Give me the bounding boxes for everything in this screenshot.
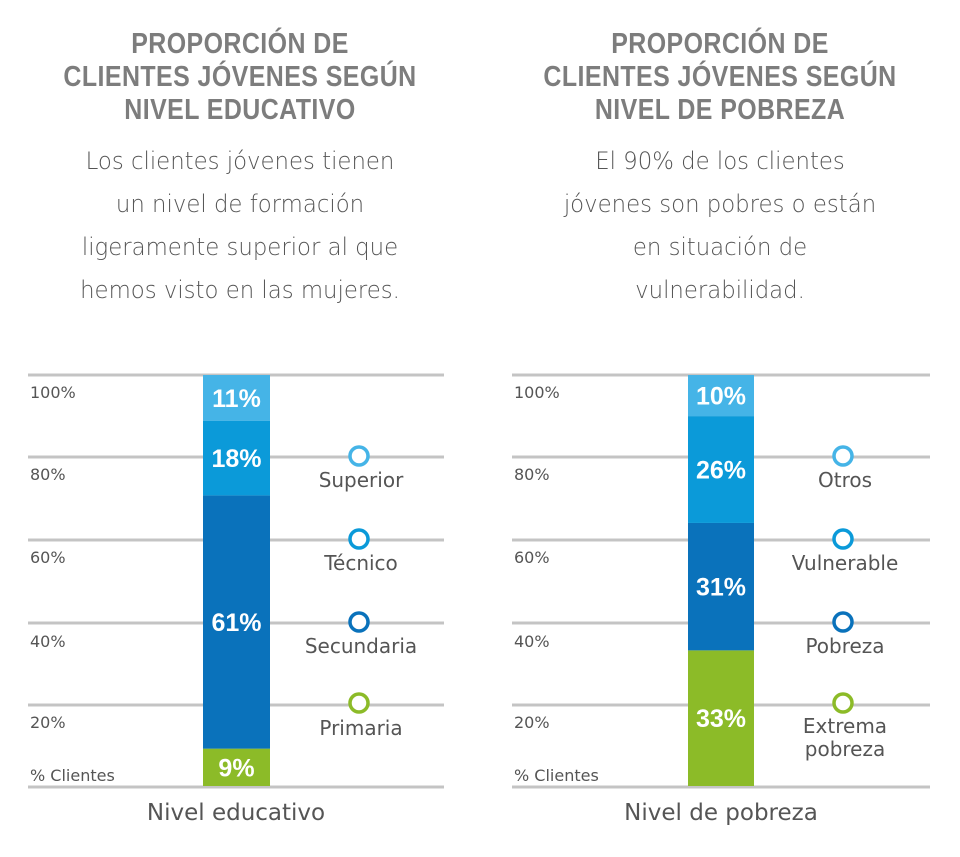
x-axis-label: Nivel de pobreza	[624, 800, 818, 826]
bar-segment	[203, 748, 270, 786]
bar-segment-label: 18%	[211, 445, 261, 473]
legend-marker	[832, 445, 854, 467]
bar-segment	[203, 420, 270, 496]
stacked-bar-chart: 100% 80% 60% 40% 20% % Clientes 9% Primaria 61% S…	[28, 373, 444, 826]
legend-label: Extrema	[803, 714, 887, 738]
legend-label: Técnico	[323, 551, 398, 575]
bar-segment	[203, 375, 270, 421]
chart-title-line: NIVEL EDUCATIVO	[124, 94, 356, 126]
chart-subtitle-line: vulnerabilidad.	[635, 276, 805, 304]
y-tick-label: 80%	[30, 465, 66, 484]
legend-marker	[832, 692, 854, 714]
y-tick-label: 60%	[514, 548, 550, 567]
chart-title-line: CLIENTES JÓVENES SEGÚN	[63, 61, 417, 93]
legend-marker	[348, 445, 370, 467]
bar-segment-label: 33%	[696, 705, 746, 733]
legend-label: Vulnerable	[792, 551, 899, 575]
chart-panel-educativo: PROPORCIÓN DE CLIENTES JÓVENES SEGÚN NIV…	[12, 28, 468, 826]
chart-subtitle-line: ligeramente superior al que	[81, 233, 399, 261]
x-axis-label: Nivel educativo	[147, 800, 325, 826]
y-tick-label: 20%	[30, 713, 66, 732]
chart-subtitle: Los clientes jóvenes tienen un nivel de …	[12, 140, 468, 312]
bar-segment-label: 9%	[218, 754, 254, 782]
y-axis-label: % Clientes	[30, 766, 115, 785]
chart-subtitle-line: un nivel de formación	[115, 190, 365, 218]
y-tick-label: 40%	[30, 632, 66, 651]
legend-marker	[348, 528, 370, 550]
legend-label: Primaria	[319, 716, 402, 740]
chart-title-line: PROPORCIÓN DE	[611, 28, 829, 60]
legend-label: Secundaria	[305, 634, 417, 658]
legend-label: Otros	[818, 468, 872, 492]
chart-title-line: PROPORCIÓN DE	[131, 28, 349, 60]
y-tick-label: 80%	[514, 465, 550, 484]
stacked-bar-chart: 100% 80% 60% 40% 20% % Clientes 33% Extremapobr…	[512, 373, 930, 826]
legend-marker	[348, 692, 370, 714]
chart-title: PROPORCIÓN DE CLIENTES JÓVENES SEGÚN NIV…	[34, 28, 447, 127]
bar-segment-label: 11%	[212, 385, 261, 413]
chart-title-line: CLIENTES JÓVENES SEGÚN	[543, 61, 897, 93]
chart-subtitle-line: hemos visto en las mujeres.	[80, 276, 400, 304]
legend-label: Superior	[319, 468, 404, 492]
y-axis-label: % Clientes	[514, 766, 599, 785]
chart-subtitle: El 90% de los clientes jóvenes son pobre…	[492, 140, 948, 312]
bar-segment-label: 61%	[211, 609, 261, 637]
bar-segment	[688, 522, 754, 651]
legend-label: Pobreza	[805, 634, 884, 658]
legend-marker	[832, 528, 854, 550]
legend-marker	[832, 611, 854, 633]
bar-segment	[688, 375, 754, 417]
bar-segment	[203, 495, 270, 749]
y-tick-label: 40%	[514, 632, 550, 651]
bar-segment	[688, 416, 754, 523]
chart-subtitle-line: jóvenes son pobres o están	[563, 190, 877, 218]
legend-marker	[348, 611, 370, 633]
legend-label: pobreza	[805, 737, 885, 761]
y-tick-label: 20%	[514, 713, 550, 732]
bar-segment-label: 26%	[696, 457, 746, 485]
chart-subtitle-line: Los clientes jóvenes tienen	[85, 147, 395, 175]
bar-segment-label: 10%	[696, 383, 746, 411]
chart-subtitle-line: El 90% de los clientes	[595, 147, 845, 175]
y-tick-label: 100%	[514, 383, 560, 402]
y-tick-label: 60%	[30, 548, 66, 567]
y-tick-label: 100%	[30, 383, 76, 402]
chart-title-line: NIVEL DE POBREZA	[594, 94, 846, 126]
chart-title: PROPORCIÓN DE CLIENTES JÓVENES SEGÚN NIV…	[514, 28, 927, 127]
bar-segment	[688, 650, 754, 786]
chart-panel-pobreza: PROPORCIÓN DE CLIENTES JÓVENES SEGÚN NIV…	[480, 0, 960, 857]
chart-subtitle-line: en situación de	[632, 233, 808, 261]
bar-segment-label: 31%	[696, 574, 746, 602]
